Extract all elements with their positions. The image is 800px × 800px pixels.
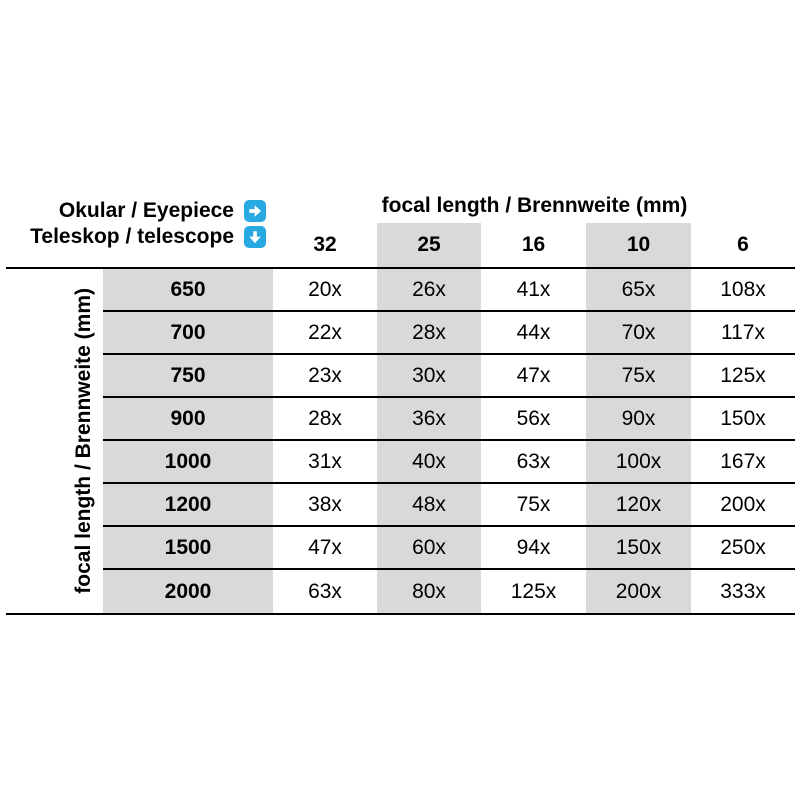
telescope-row-header-2000: 2000 bbox=[103, 570, 273, 613]
telescope-row-header-650: 650 bbox=[103, 269, 273, 312]
magnification-cell: 31x bbox=[273, 441, 377, 484]
magnification-cell: 150x bbox=[691, 398, 795, 441]
header-spacer-rowhead bbox=[103, 223, 273, 267]
magnification-cell: 108x bbox=[691, 269, 795, 312]
magnification-cell: 90x bbox=[586, 398, 691, 441]
magnification-cell: 56x bbox=[481, 398, 586, 441]
magnification-cell: 63x bbox=[308, 579, 342, 603]
magnification-cell: 63x bbox=[481, 441, 586, 484]
magnification-cell: 23x bbox=[273, 355, 377, 398]
magnification-cell: 41x bbox=[481, 269, 586, 312]
header-spacer-left bbox=[6, 223, 103, 267]
magnification-cell: 125x bbox=[691, 355, 795, 398]
telescope-row-header-1500: 1500 bbox=[103, 527, 273, 570]
magnification-cell: 40x bbox=[377, 441, 481, 484]
magnification-cell: 117x bbox=[691, 312, 795, 355]
magnification-cell: 44x bbox=[481, 312, 586, 355]
telescope-row-header-900: 900 bbox=[103, 398, 273, 441]
magnification-table: focal length / Brennweite (mm) 650 20x 2… bbox=[6, 267, 795, 615]
magnification-cell: 200x bbox=[691, 484, 795, 527]
magnification-cell: 65x bbox=[586, 269, 691, 312]
down-arrow-icon bbox=[244, 226, 266, 248]
telescope-row-header-700: 700 bbox=[103, 312, 273, 355]
magnification-cell: 48x bbox=[377, 484, 481, 527]
magnification-cell: 70x bbox=[586, 312, 691, 355]
column-header-16: 16 bbox=[521, 233, 546, 256]
magnification-cell: 22x bbox=[273, 312, 377, 355]
telescope-row-header-1200: 1200 bbox=[103, 484, 273, 527]
magnification-cell: 30x bbox=[377, 355, 481, 398]
telescope-axis-row: Teleskop / telescope bbox=[0, 225, 266, 248]
magnification-cell: 80x bbox=[377, 570, 481, 613]
magnification-cell: 75x bbox=[586, 355, 691, 398]
magnification-cell: 94x bbox=[481, 527, 586, 570]
eyepiece-axis-row: Okular / Eyepiece bbox=[0, 199, 266, 222]
telescope-row-header-750: 750 bbox=[103, 355, 273, 398]
right-arrow-icon bbox=[244, 200, 266, 222]
magnification-cell: 150x bbox=[586, 527, 691, 570]
axis-legend: Okular / Eyepiece Teleskop / telescope bbox=[0, 199, 266, 248]
magnification-cell: 47x bbox=[481, 355, 586, 398]
magnification-cell: 333x bbox=[720, 579, 766, 603]
magnification-cell: 60x bbox=[377, 527, 481, 570]
column-header-row: 32 25 16 10 6 bbox=[6, 223, 795, 267]
telescope-axis-label: Teleskop / telescope bbox=[30, 225, 234, 248]
magnification-cell: 28x bbox=[273, 398, 377, 441]
column-header-6: 6 bbox=[737, 233, 749, 256]
column-header-25: 25 bbox=[377, 223, 481, 267]
magnification-cell: 38x bbox=[273, 484, 377, 527]
magnification-cell: 250x bbox=[691, 527, 795, 570]
row-group-title-cell: focal length / Brennweite (mm) bbox=[6, 269, 103, 613]
magnification-cell: 20x bbox=[273, 269, 377, 312]
column-group-title: focal length / Brennweite (mm) bbox=[381, 194, 688, 217]
magnification-cell: 100x bbox=[586, 441, 691, 484]
magnification-cell: 36x bbox=[377, 398, 481, 441]
magnification-cell: 75x bbox=[481, 484, 586, 527]
magnification-cell: 200x bbox=[586, 570, 691, 613]
magnification-cell: 125x bbox=[510, 579, 557, 603]
eyepiece-axis-label: Okular / Eyepiece bbox=[58, 199, 234, 222]
column-header-10: 10 bbox=[586, 223, 691, 267]
column-header-32: 32 bbox=[313, 233, 337, 256]
magnification-cell: 26x bbox=[377, 269, 481, 312]
magnification-cell: 167x bbox=[691, 441, 795, 484]
magnification-cell: 28x bbox=[377, 312, 481, 355]
magnification-cell: 120x bbox=[586, 484, 691, 527]
telescope-row-header-1000: 1000 bbox=[103, 441, 273, 484]
magnification-cell: 47x bbox=[273, 527, 377, 570]
row-group-title: focal length / Brennweite (mm) bbox=[72, 288, 95, 594]
